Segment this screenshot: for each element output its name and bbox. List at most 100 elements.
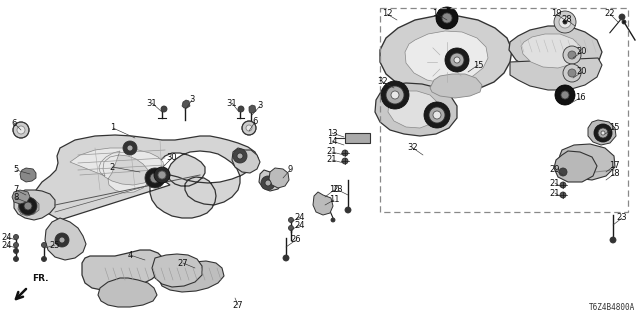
Circle shape (342, 150, 348, 156)
Text: FR.: FR. (32, 274, 49, 283)
Polygon shape (405, 31, 488, 83)
Circle shape (237, 153, 243, 159)
Text: 1: 1 (110, 124, 116, 132)
Circle shape (563, 64, 581, 82)
Polygon shape (45, 218, 86, 260)
Circle shape (13, 122, 29, 138)
Circle shape (17, 126, 25, 134)
Circle shape (55, 233, 69, 247)
Text: 23: 23 (617, 213, 627, 222)
Text: 16: 16 (432, 10, 442, 19)
Circle shape (601, 131, 605, 135)
Circle shape (127, 145, 133, 151)
Text: 21: 21 (327, 156, 337, 164)
Circle shape (13, 249, 19, 253)
Circle shape (563, 20, 567, 24)
Polygon shape (158, 261, 224, 292)
Polygon shape (12, 190, 30, 204)
Circle shape (436, 7, 458, 29)
Polygon shape (232, 148, 260, 173)
Circle shape (13, 243, 19, 247)
Circle shape (161, 106, 167, 112)
Text: 15: 15 (473, 60, 483, 69)
Text: 12: 12 (381, 10, 392, 19)
Polygon shape (20, 168, 36, 182)
Circle shape (619, 14, 625, 20)
Text: 26: 26 (291, 236, 301, 244)
Circle shape (261, 176, 275, 190)
Polygon shape (182, 100, 190, 108)
Circle shape (560, 192, 566, 198)
Text: 6: 6 (252, 117, 258, 126)
Polygon shape (70, 148, 164, 193)
Polygon shape (510, 58, 602, 90)
Circle shape (158, 171, 166, 179)
Text: 31: 31 (147, 99, 157, 108)
Text: 4: 4 (127, 251, 132, 260)
Text: 28: 28 (562, 15, 572, 25)
Polygon shape (380, 16, 512, 94)
Text: 10: 10 (329, 186, 339, 195)
Circle shape (145, 168, 165, 188)
Circle shape (554, 11, 576, 33)
Circle shape (598, 128, 608, 138)
Circle shape (560, 182, 566, 188)
Circle shape (433, 111, 441, 119)
Circle shape (283, 255, 289, 261)
Text: 16: 16 (575, 93, 586, 102)
Polygon shape (509, 26, 602, 76)
Text: 3: 3 (189, 95, 195, 105)
Text: 21: 21 (550, 179, 560, 188)
Polygon shape (82, 250, 164, 290)
Polygon shape (521, 34, 581, 68)
Circle shape (563, 46, 581, 64)
Text: 25: 25 (50, 241, 60, 250)
Circle shape (594, 124, 612, 142)
Text: 24: 24 (2, 241, 12, 250)
Polygon shape (259, 170, 283, 191)
Circle shape (331, 218, 335, 222)
Circle shape (442, 13, 452, 23)
Text: 9: 9 (287, 165, 292, 174)
Circle shape (454, 57, 460, 63)
Text: 15: 15 (609, 124, 620, 132)
Polygon shape (375, 83, 457, 136)
Text: 5: 5 (13, 165, 19, 174)
Text: 24: 24 (2, 233, 12, 242)
Text: T6Z4B4800A: T6Z4B4800A (589, 303, 635, 312)
Circle shape (445, 48, 469, 72)
Text: 3: 3 (257, 101, 262, 110)
Text: 20: 20 (577, 47, 588, 57)
Bar (380, 8, 628, 212)
Polygon shape (588, 120, 616, 145)
Circle shape (610, 237, 616, 243)
Polygon shape (18, 199, 39, 216)
Circle shape (568, 51, 576, 59)
Circle shape (559, 16, 571, 28)
Polygon shape (430, 74, 482, 98)
Circle shape (555, 85, 575, 105)
Text: 29: 29 (550, 165, 560, 174)
Circle shape (424, 102, 450, 128)
Circle shape (386, 86, 404, 104)
Circle shape (59, 237, 65, 243)
Text: 6: 6 (12, 118, 17, 127)
Circle shape (561, 91, 569, 99)
Polygon shape (98, 278, 157, 307)
Text: 27: 27 (178, 259, 188, 268)
Text: 27: 27 (233, 300, 243, 309)
Circle shape (289, 218, 294, 222)
Circle shape (19, 197, 37, 215)
Text: 18: 18 (609, 170, 620, 179)
Polygon shape (345, 133, 370, 143)
Circle shape (391, 91, 399, 99)
Circle shape (342, 158, 348, 164)
Text: 2: 2 (109, 163, 115, 172)
Circle shape (150, 173, 160, 183)
Circle shape (24, 202, 32, 210)
Polygon shape (554, 151, 597, 182)
Circle shape (265, 180, 271, 186)
Text: 24: 24 (295, 212, 305, 221)
Text: 19: 19 (551, 10, 561, 19)
Polygon shape (313, 192, 333, 215)
